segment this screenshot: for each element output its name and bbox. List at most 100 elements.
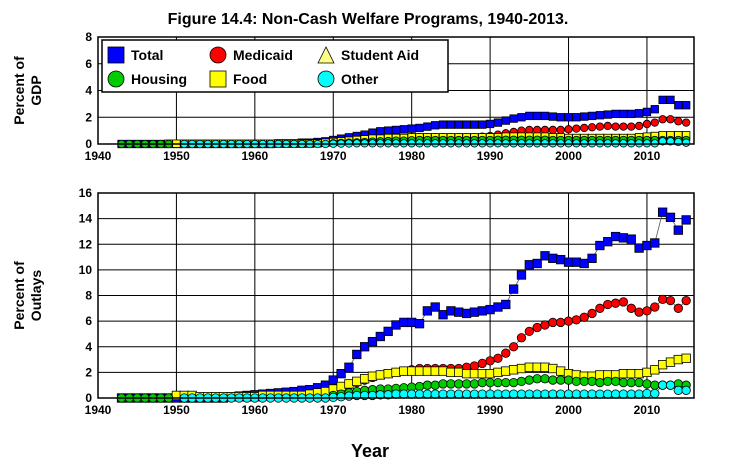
- data-point: [508, 284, 519, 294]
- data-point: [548, 253, 558, 263]
- data-point: [618, 297, 629, 307]
- data-point: [470, 120, 479, 129]
- data-point: [344, 379, 354, 389]
- data-point: [579, 258, 589, 269]
- data-point: [469, 369, 480, 379]
- data-point: [571, 376, 582, 386]
- x-tick-label: 1960: [241, 149, 268, 163]
- legend-box: [101, 39, 449, 93]
- data-point: [462, 120, 471, 129]
- series-other: [179, 380, 691, 403]
- legend-label: Other: [341, 71, 379, 87]
- data-point: [540, 374, 550, 384]
- data-point: [642, 306, 652, 316]
- data-point: [650, 365, 660, 375]
- data-point: [540, 389, 550, 399]
- data-point: [571, 315, 582, 325]
- x-axis-label: Year: [351, 441, 389, 461]
- data-point: [430, 389, 440, 399]
- x-tick-label: 1990: [477, 403, 504, 417]
- data-point: [540, 251, 550, 261]
- data-point: [438, 379, 448, 389]
- data-point: [469, 307, 480, 317]
- data-point: [501, 389, 511, 399]
- data-point: [626, 377, 636, 388]
- data-point: [422, 306, 433, 316]
- data-point: [533, 111, 542, 121]
- data-point: [508, 365, 519, 375]
- x-tick-label: 1950: [163, 149, 190, 163]
- data-point: [682, 101, 691, 110]
- x-tick-label: 2000: [555, 149, 582, 163]
- data-point: [501, 116, 510, 125]
- chart-outlays: 1940 1950 1960 1970 1980 1990 2000 2010 0 2 4 6 8 10 1…: [11, 186, 695, 417]
- data-point: [595, 240, 605, 251]
- data-point: [666, 95, 675, 105]
- data-point: [673, 303, 683, 313]
- data-point: [658, 95, 667, 105]
- data-point: [665, 212, 676, 222]
- legend-marker: [107, 46, 125, 64]
- data-point: [587, 389, 597, 399]
- data-point: [626, 234, 636, 244]
- data-point: [673, 225, 683, 235]
- legend-label: Housing: [131, 71, 187, 87]
- data-point: [344, 391, 354, 401]
- data-point: [485, 356, 495, 366]
- y-tick-label: 8: [85, 289, 92, 303]
- data-point: [572, 124, 581, 133]
- data-point: [375, 331, 385, 342]
- data-point: [461, 389, 472, 399]
- data-point: [508, 389, 519, 399]
- x-tick-label: 2010: [634, 149, 661, 163]
- x-tick-label: 1990: [477, 149, 504, 163]
- legend-label: Food: [233, 71, 267, 87]
- y-tick-label: 4: [85, 84, 92, 98]
- data-point: [524, 326, 534, 337]
- y-tick-label: 12: [79, 237, 93, 251]
- data-point: [626, 303, 636, 313]
- data-point: [422, 366, 433, 376]
- data-point: [367, 371, 378, 381]
- legend-marker: [209, 46, 227, 64]
- x-tick-label: 1940: [85, 149, 112, 163]
- data-point: [611, 109, 620, 119]
- data-point: [532, 374, 542, 384]
- data-point: [391, 320, 401, 330]
- data-point: [414, 319, 425, 329]
- y-axis-label: Outlays: [28, 270, 44, 322]
- data-point: [391, 367, 401, 378]
- data-point: [610, 389, 621, 399]
- data-point: [469, 361, 480, 371]
- data-point: [493, 389, 503, 399]
- data-point: [525, 111, 534, 121]
- data-point: [682, 138, 691, 147]
- data-point: [563, 389, 574, 399]
- data-point: [509, 114, 518, 123]
- data-point: [556, 113, 565, 122]
- y-axis-label: Percent of: [11, 56, 27, 125]
- data-point: [446, 120, 456, 129]
- data-point: [587, 253, 597, 263]
- data-point: [579, 312, 589, 322]
- data-point: [376, 127, 385, 136]
- data-point: [626, 389, 636, 399]
- data-point: [493, 353, 503, 363]
- data-point: [548, 112, 557, 121]
- data-point: [477, 369, 487, 379]
- data-point: [564, 125, 573, 134]
- data-point: [359, 374, 370, 384]
- data-point: [556, 389, 566, 399]
- data-point: [650, 388, 660, 399]
- data-point: [618, 389, 629, 399]
- data-point: [438, 366, 448, 376]
- data-point: [595, 111, 605, 120]
- data-point: [548, 317, 558, 328]
- data-point: [642, 240, 652, 251]
- data-point: [516, 389, 527, 399]
- data-point: [524, 389, 534, 399]
- legend-entry-food: Food: [209, 70, 267, 88]
- data-point: [532, 258, 542, 269]
- data-point: [431, 121, 440, 130]
